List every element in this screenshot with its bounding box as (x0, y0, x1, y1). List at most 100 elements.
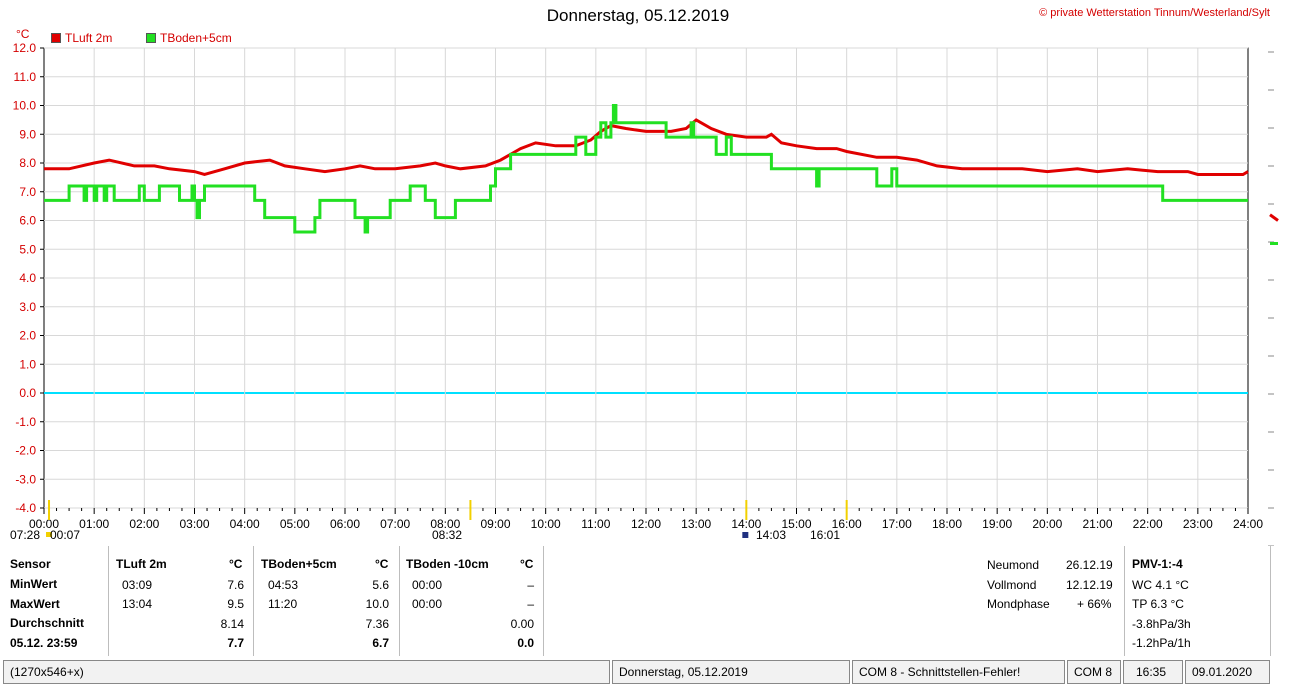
legend-label-tluft: TLuft 2m (65, 31, 113, 45)
tluft-end-mark (1269, 213, 1279, 222)
moon-label-new: Neumond (987, 558, 1040, 572)
x-tick-label: 23:00 (1183, 517, 1213, 531)
temperature-chart: 12.0 11.0 10.0 9.0 8.0 7.0 6.0 5.0 4.0 3.0 2.0 1.0 0… (13, 41, 1279, 546)
divider (1124, 546, 1125, 656)
y-tick-label: -1.0 (15, 415, 36, 429)
x-tick-label: 16:00 (832, 517, 862, 531)
series-line-tboden (44, 104, 1248, 234)
y-tick-label: 2.0 (19, 329, 36, 343)
tboden10-avg: 0.00 (510, 617, 534, 631)
marker-time-left-2: 00:07 (50, 528, 81, 542)
y-tick-label: 6.0 (19, 214, 36, 228)
tboden5-min: 5.6 (372, 578, 389, 592)
status-time: 16:35 (1123, 660, 1183, 684)
x-tick-label: 05:00 (280, 517, 310, 531)
y-tick-label: 4.0 (19, 271, 36, 285)
col-header-tboden10: TBoden -10cm (406, 557, 489, 571)
y-axis-ticks: 12.0 11.0 10.0 9.0 8.0 7.0 6.0 5.0 4.0 3.0 2.0 1.0 0… (13, 41, 44, 515)
divider (543, 546, 544, 656)
status-today: 09.01.2020 (1185, 660, 1270, 684)
x-tick-label: 18:00 (932, 517, 962, 531)
x-tick-label: 22:00 (1133, 517, 1163, 531)
col-header-tboden5: TBoden+5cm (261, 557, 337, 571)
x-tick-label: 09:00 (480, 517, 510, 531)
y-tick-label: 7.0 (19, 185, 36, 199)
x-tick-label: 00:00 (29, 517, 59, 531)
y-tick-label: 5.0 (19, 242, 36, 256)
tboden5-min-time: 04:53 (268, 578, 299, 592)
tboden5-max: 10.0 (365, 597, 389, 611)
status-port: COM 8 (1067, 660, 1121, 684)
chart-title: Donnerstag, 05.12.2019 (546, 6, 730, 25)
x-tick-label: 08:00 (430, 517, 460, 531)
y-tick-label: -4.0 (15, 501, 36, 515)
moon-label-phase: Mondphase (987, 597, 1050, 611)
col-unit-tboden10: °C (520, 557, 534, 571)
x-tick-label: 17:00 (882, 517, 912, 531)
marker-time-mid: 08:32 (432, 528, 463, 542)
y-tick-label: -2.0 (15, 444, 36, 458)
x-tick-label: 10:00 (531, 517, 561, 531)
tluft-max: 9.5 (227, 597, 244, 611)
x-tick-label: 06:00 (330, 517, 360, 531)
legend-swatch-red (51, 33, 61, 43)
marker-time-right-2: 16:01 (810, 528, 841, 542)
row-label-sensor: Sensor (10, 557, 51, 571)
x-tick-label: 15:00 (781, 517, 811, 531)
tluft-last: 7.7 (227, 636, 244, 650)
x-tick-label: 11:00 (581, 517, 610, 531)
y-tick-label: 11.0 (14, 70, 37, 84)
row-label-avg: Durchschnitt (10, 616, 85, 630)
x-tick-label: 04:00 (230, 517, 260, 531)
marker-time-left-1: 07:28 (10, 528, 41, 542)
tluft-min-time: 03:09 (122, 578, 153, 592)
pmv-line-1: WC 4.1 °C (1132, 578, 1189, 592)
chart-grid (43, 47, 1249, 509)
x-tick-label: 13:00 (681, 517, 711, 531)
pmv-line-4: -1.2hPa/1h (1132, 636, 1191, 650)
tluft-min: 7.6 (227, 578, 244, 592)
divider (108, 546, 109, 656)
tboden10-last: 0.0 (517, 636, 534, 650)
moon-value-new: 26.12.19 (1066, 558, 1113, 572)
right-scroll-decor (1268, 51, 1279, 546)
series-lines (44, 104, 1249, 234)
station-credit: © private Wetterstation Tinnum/Westerlan… (1039, 7, 1270, 19)
x-tick-label: 07:00 (380, 517, 410, 531)
x-tick-label: 02:00 (129, 517, 159, 531)
tboden10-max: – (527, 597, 534, 611)
row-label-min: MinWert (10, 577, 58, 591)
x-tick-label: 24:00 (1233, 517, 1263, 531)
moon-value-full: 12.12.19 (1066, 578, 1113, 592)
x-tick-label: 14:00 (731, 517, 761, 531)
divider (1270, 546, 1271, 656)
divider (253, 546, 254, 656)
col-unit-tluft: °C (229, 557, 243, 571)
status-date: Donnerstag, 05.12.2019 (612, 660, 850, 684)
x-axis-ticks: 00:00 01:00 02:00 03:00 04:00 05:00 06:00 07:00… (29, 508, 1263, 531)
tboden10-max-time: 00:00 (412, 597, 443, 611)
y-tick-label: 3.0 (19, 300, 36, 314)
legend-label-tboden: TBoden+5cm (160, 31, 232, 45)
row-label-last: 05.12. 23:59 (10, 636, 78, 650)
tluft-avg: 8.14 (220, 617, 244, 631)
y-tick-label: 0.0 (19, 386, 36, 400)
y-tick-label: 10.0 (13, 99, 37, 113)
tboden5-avg: 7.36 (365, 617, 389, 631)
col-unit-tboden5: °C (375, 557, 389, 571)
x-tick-label: 19:00 (982, 517, 1012, 531)
event-markers (46, 500, 848, 538)
y-tick-label: 8.0 (19, 156, 36, 170)
y-tick-label: -3.0 (15, 472, 36, 486)
x-tick-label: 03:00 (179, 517, 209, 531)
legend-item-tluft: TLuft 2m (51, 31, 112, 45)
moon-value-phase: + 66% (1077, 597, 1112, 611)
x-tick-label: 12:00 (631, 517, 661, 531)
row-label-max: MaxWert (10, 597, 60, 611)
y-unit-label: °C (16, 27, 30, 41)
x-tick-label: 01:00 (79, 517, 109, 531)
pmv-line-3: -3.8hPa/3h (1132, 617, 1191, 631)
x-tick-label: 20:00 (1032, 517, 1062, 531)
pmv-line-2: TP 6.3 °C (1132, 597, 1184, 611)
status-com-error: COM 8 - Schnittstellen-Fehler! (852, 660, 1065, 684)
